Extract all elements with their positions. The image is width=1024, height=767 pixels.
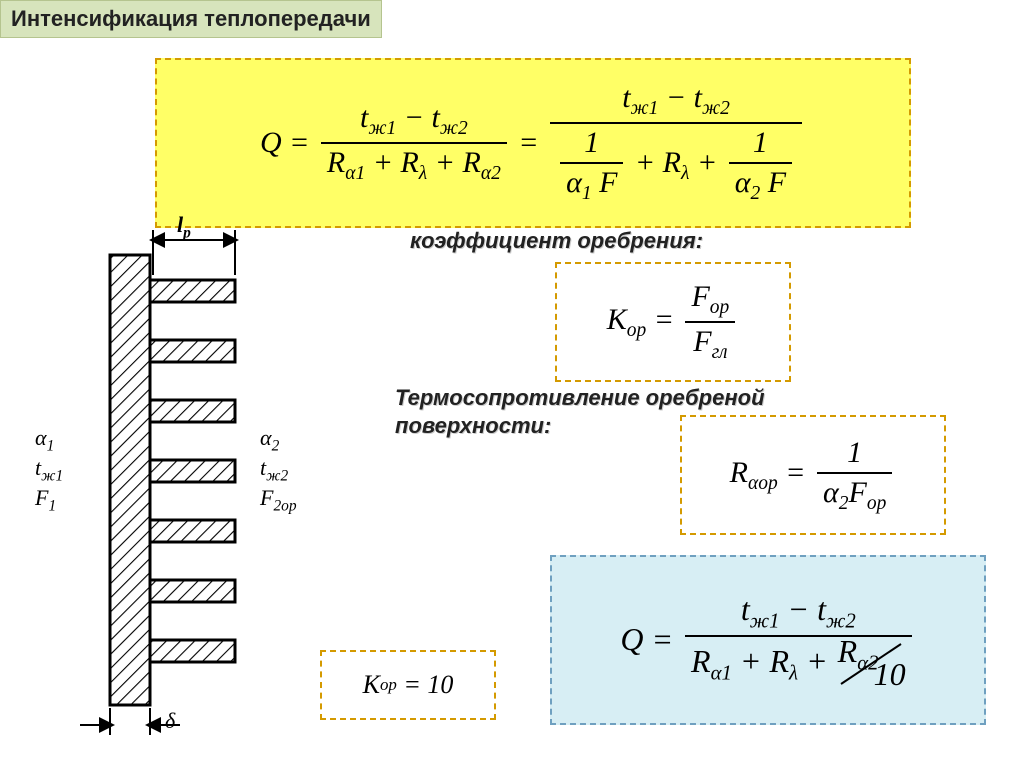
label-thermoresistance-2: поверхности: bbox=[395, 413, 551, 439]
diagram-t2: tж2 bbox=[260, 455, 288, 485]
diagram-delta: δ bbox=[165, 708, 175, 734]
label-thermoresistance-1: Термосопротивление оребреной bbox=[395, 385, 765, 411]
fin-diagram-svg bbox=[45, 210, 365, 740]
diagram-f2: F2ор bbox=[260, 485, 297, 515]
diagram-lp: lp bbox=[177, 212, 191, 242]
label-coefficient: коэффициент оребрения: bbox=[410, 228, 703, 254]
diagram-alpha2: α2 bbox=[260, 425, 279, 455]
formula-raop: Rαор = 1 α2Fор bbox=[680, 415, 946, 535]
page-title: Интенсификация теплопередачи bbox=[0, 0, 382, 38]
diagram-t1: tж1 bbox=[35, 455, 63, 485]
diagram-alpha1: α1 bbox=[35, 425, 54, 455]
fin-diagram: lp δ α1 tж1 F1 α2 tж2 F2ор bbox=[45, 210, 365, 740]
diagram-f1: F1 bbox=[35, 485, 56, 515]
formula-main: Q = tж1 − tж2 Rα1 + Rλ + Rα2 = tж1 − tж2… bbox=[155, 58, 911, 228]
formula-q-finned: Q = tж1 − tж2 Rα1 + Rλ + Rα2 10 bbox=[550, 555, 986, 725]
formula-kop: Kор = Fор Fгл bbox=[555, 262, 791, 382]
